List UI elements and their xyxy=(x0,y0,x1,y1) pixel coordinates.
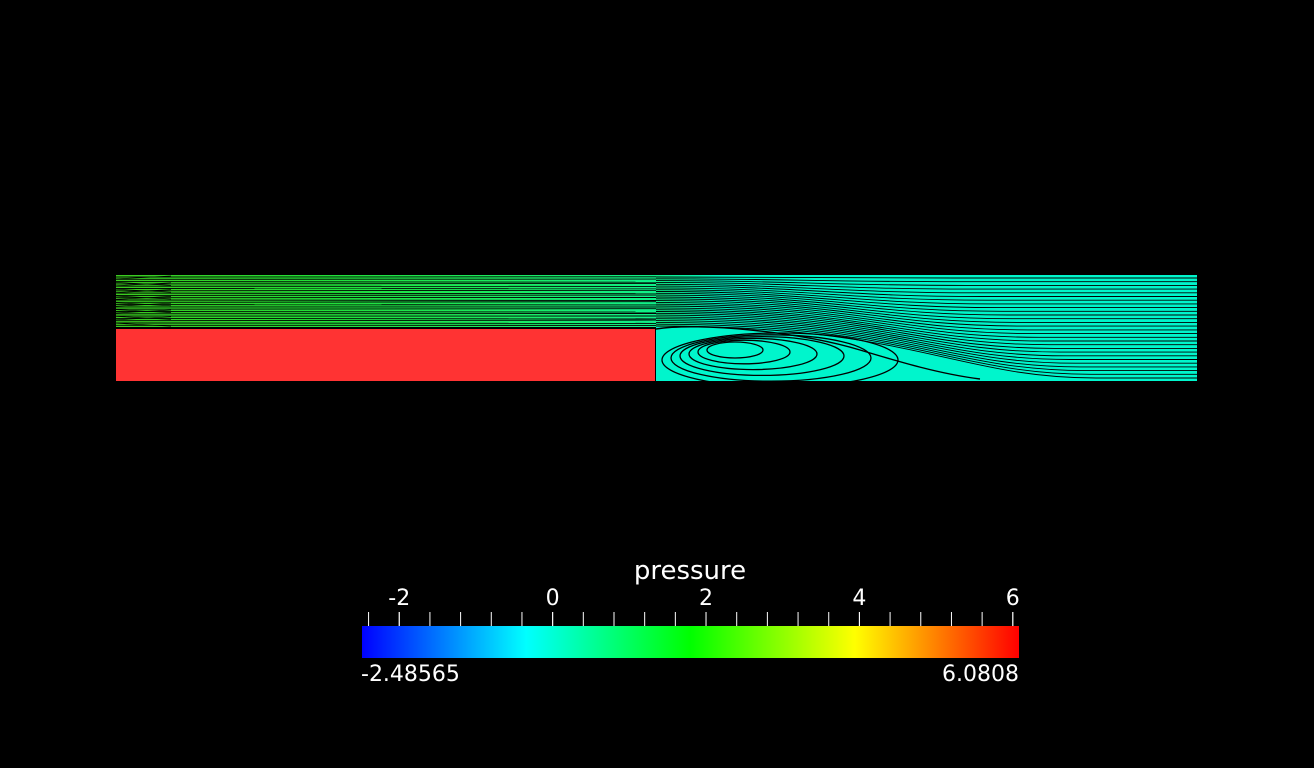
streamline xyxy=(655,280,1197,286)
streamline xyxy=(115,309,172,313)
streamline xyxy=(655,278,1197,283)
streamline xyxy=(655,294,1197,316)
scalar-bar-tick-label: 4 xyxy=(852,586,867,611)
streamline xyxy=(115,322,172,327)
streamline xyxy=(115,275,172,280)
scalar-bar-tick-label: 2 xyxy=(699,586,714,611)
streamline xyxy=(115,316,172,320)
streamline xyxy=(115,282,657,285)
vortex-streamline xyxy=(679,335,845,377)
vortex-streamline xyxy=(688,337,818,371)
streamline xyxy=(655,314,1197,357)
scalar-bar-colorbar xyxy=(362,626,1019,658)
streamline xyxy=(115,301,657,303)
streamline xyxy=(115,302,172,307)
streamline xyxy=(655,298,1197,323)
vortex-streamline xyxy=(706,341,764,359)
streamline xyxy=(115,317,657,320)
streamline xyxy=(115,309,172,314)
streamline xyxy=(655,311,1197,349)
scalar-bar-tick-label: 6 xyxy=(1005,586,1020,611)
streamline xyxy=(115,299,657,301)
streamline xyxy=(115,295,172,300)
streamline xyxy=(655,325,1197,379)
separation-streamline xyxy=(655,326,981,380)
streamline xyxy=(655,318,1197,364)
streamline xyxy=(115,311,657,313)
streamline xyxy=(655,291,1197,309)
streamline xyxy=(115,308,657,310)
streamline xyxy=(115,302,172,307)
vortex-streamline xyxy=(697,339,791,365)
streamline xyxy=(655,289,1197,305)
streamline xyxy=(115,319,657,322)
streamline xyxy=(115,289,657,292)
scalar-bar-title: pressure xyxy=(633,556,747,586)
streamline xyxy=(655,320,1197,368)
streamline xyxy=(115,282,172,287)
streamline xyxy=(655,323,1197,375)
streamline xyxy=(655,305,1197,338)
streamline xyxy=(655,309,1197,346)
streamline xyxy=(655,285,1197,297)
backward-facing-step xyxy=(116,329,655,381)
scalar-bar-range-max: 6.0808 xyxy=(942,662,1019,687)
streamline xyxy=(655,316,1197,360)
streamline xyxy=(655,307,1197,342)
streamlines xyxy=(115,275,1197,379)
streamline xyxy=(655,301,1197,331)
scalar-bar-tick-label: 0 xyxy=(545,586,560,611)
recirculation-vortex xyxy=(655,326,981,388)
streamline xyxy=(655,300,1197,327)
streamline xyxy=(115,316,172,321)
streamline xyxy=(655,292,1197,312)
scalar-bar-range-min: -2.48565 xyxy=(361,662,460,687)
streamline xyxy=(115,288,172,293)
streamline xyxy=(655,287,1197,301)
streamline xyxy=(655,276,1197,279)
streamline xyxy=(655,303,1197,335)
streamline xyxy=(115,292,657,295)
streamline xyxy=(655,296,1197,320)
streamline xyxy=(655,281,1197,290)
streamline xyxy=(115,282,172,286)
vortex-streamline xyxy=(670,334,872,382)
streamline xyxy=(655,312,1197,353)
scalar-bar-tick-label: -2 xyxy=(388,586,411,611)
streamline xyxy=(655,283,1197,294)
streamline xyxy=(115,296,172,300)
streamline xyxy=(115,281,657,283)
streamline xyxy=(655,321,1197,372)
streamline xyxy=(115,289,172,293)
